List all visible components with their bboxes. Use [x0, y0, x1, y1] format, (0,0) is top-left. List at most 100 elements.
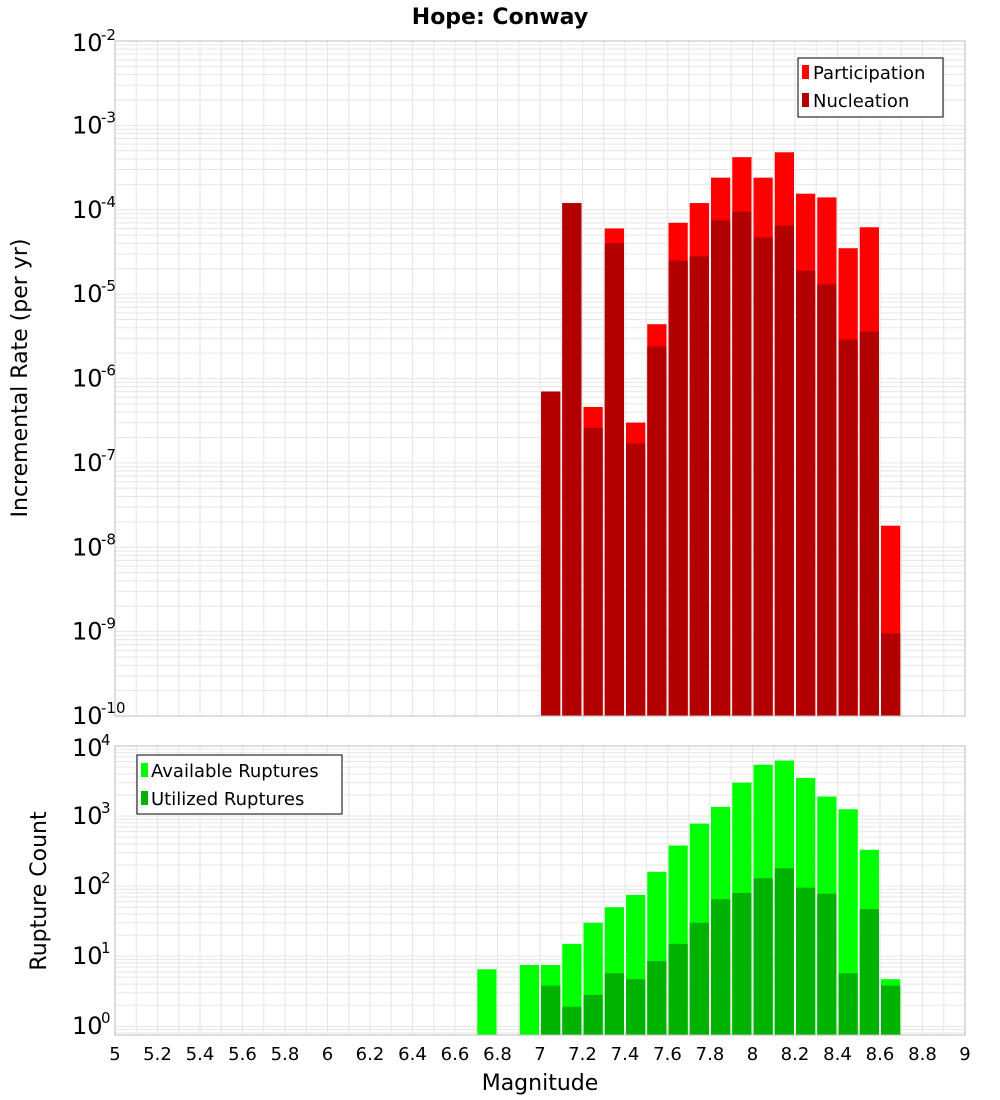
top-legend-box	[797, 57, 944, 118]
legend-label-available: Available Ruptures	[151, 761, 319, 782]
x-tick-label: 7.4	[611, 1044, 640, 1065]
top-legend: Participation Nucleation	[797, 57, 944, 118]
x-tick-label: 7.6	[653, 1044, 682, 1065]
bottom-y-tick-exponent: 3	[101, 799, 111, 817]
bottom-y-tick-exponent: 1	[101, 939, 111, 957]
available-ruptures-bar	[519, 964, 539, 1035]
utilized-ruptures-bar	[604, 973, 624, 1035]
top-y-tick: 10	[72, 280, 103, 308]
x-tick-label: 5.4	[186, 1044, 215, 1065]
bottom-y-tick-exponent: 2	[101, 869, 111, 887]
utilized-ruptures-bar	[859, 909, 879, 1035]
nucleation-bar	[817, 284, 837, 716]
top-y-axis-label: Incremental Rate (per yr)	[8, 239, 33, 518]
legend-label-participation: Participation	[813, 63, 925, 84]
bottom-bars	[477, 760, 901, 1035]
utilized-ruptures-bar	[583, 994, 603, 1035]
bottom-legend-box	[136, 754, 343, 815]
top-y-tick-exponent: -10	[101, 699, 126, 717]
bottom-y-tick-exponent: 4	[101, 731, 111, 749]
bottom-y-tick: 10	[72, 1012, 103, 1040]
bottom-y-tick-exponent: 0	[101, 1009, 111, 1027]
x-tick-label: 5.8	[271, 1044, 300, 1065]
nucleation-bar	[689, 256, 709, 716]
nucleation-bar	[753, 237, 773, 716]
bottom-y-tick: 10	[72, 734, 103, 762]
x-tick-label: 8	[747, 1044, 758, 1065]
top-y-tick: 10	[72, 618, 103, 646]
nucleation-bar	[647, 346, 667, 716]
top-y-tick-exponent: -5	[101, 277, 116, 295]
x-tick-label: 7.2	[568, 1044, 597, 1065]
utilized-ruptures-bar	[626, 979, 646, 1035]
top-gridlines	[114, 40, 966, 717]
nucleation-bar	[859, 331, 879, 716]
top-bars	[541, 152, 901, 717]
nucleation-bar	[711, 220, 731, 717]
top-y-tick-exponent: -8	[101, 530, 116, 548]
x-tick-label: 6.4	[398, 1044, 427, 1065]
x-tick-label: 7	[534, 1044, 545, 1065]
legend-swatch-nucleation	[802, 93, 809, 107]
bottom-plot-frame	[114, 745, 966, 1036]
nucleation-bar	[732, 211, 752, 716]
utilized-ruptures-bar	[668, 943, 688, 1035]
x-tick-label: 6	[322, 1044, 333, 1065]
x-tick-label: 8.4	[823, 1044, 852, 1065]
nucleation-bar	[668, 260, 688, 716]
x-tick-label: 5.2	[143, 1044, 172, 1065]
nucleation-bar	[583, 427, 603, 716]
x-tick-label: 7.8	[696, 1044, 725, 1065]
top-y-tick: 10	[72, 533, 103, 561]
utilized-ruptures-bar	[881, 985, 901, 1035]
top-plot-frame	[114, 40, 966, 717]
nucleation-bar	[796, 270, 816, 716]
utilized-ruptures-bar	[541, 985, 561, 1035]
x-axis-label: Magnitude	[482, 1071, 599, 1096]
x-tick-label: 8.6	[866, 1044, 895, 1065]
top-y-tick-exponent: -3	[101, 108, 116, 126]
utilized-ruptures-bar	[732, 892, 752, 1035]
bottom-legend: Available Ruptures Utilized Ruptures	[136, 754, 343, 815]
top-y-tick-exponent: -2	[101, 26, 116, 44]
x-tick-label: 5.6	[228, 1044, 257, 1065]
nucleation-bar	[838, 339, 858, 716]
chart-title: Hope: Conway	[412, 5, 588, 30]
top-y-tick-exponent: -6	[101, 362, 116, 380]
top-y-tick: 10	[72, 111, 103, 139]
top-y-tick-exponent: -9	[101, 615, 116, 633]
utilized-ruptures-bar	[774, 868, 794, 1035]
top-y-tick-exponent: -4	[101, 193, 116, 211]
bottom-y-axis-label: Rupture Count	[27, 811, 52, 971]
available-ruptures-bar	[477, 969, 497, 1035]
top-y-tick: 10	[72, 196, 103, 224]
legend-swatch-utilized	[141, 791, 148, 805]
top-y-tick: 10	[72, 365, 103, 393]
utilized-ruptures-bar	[711, 899, 731, 1035]
top-y-tick-exponent: -7	[101, 446, 116, 464]
legend-label-nucleation: Nucleation	[813, 91, 909, 112]
top-y-tick: 10	[72, 449, 103, 477]
utilized-ruptures-bar	[817, 893, 837, 1035]
nucleation-bar	[881, 633, 901, 716]
utilized-ruptures-bar	[838, 973, 858, 1035]
x-tick-label: 6.8	[483, 1044, 512, 1065]
bottom-y-tick: 10	[72, 942, 103, 970]
x-tick-label: 8.2	[781, 1044, 810, 1065]
top-y-tick: 10	[72, 702, 103, 730]
bottom-y-tick: 10	[72, 872, 103, 900]
x-tick-label: 5	[109, 1044, 120, 1065]
nucleation-bar	[541, 391, 561, 716]
legend-swatch-participation	[802, 65, 809, 79]
x-tick-label: 6.2	[356, 1044, 385, 1065]
nucleation-bar	[626, 443, 646, 716]
utilized-ruptures-bar	[753, 878, 773, 1035]
legend-label-utilized: Utilized Ruptures	[151, 789, 304, 810]
utilized-ruptures-bar	[796, 887, 816, 1035]
utilized-ruptures-bar	[689, 922, 709, 1035]
legend-swatch-available	[141, 763, 148, 777]
